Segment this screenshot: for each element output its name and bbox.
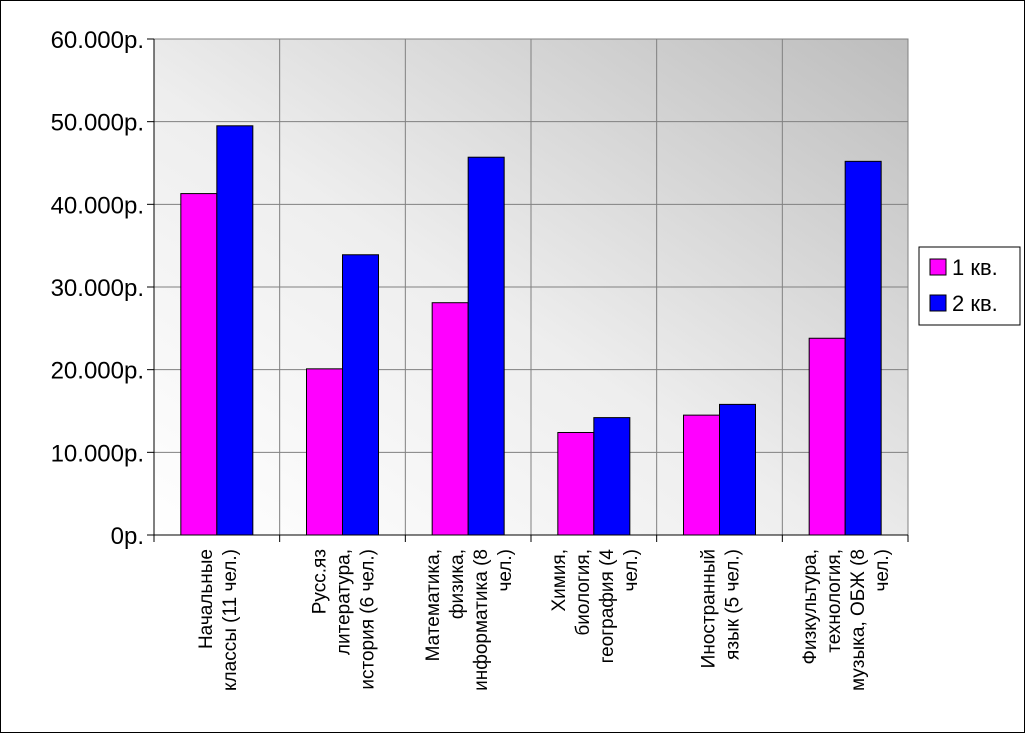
category-label-line: технология,: [824, 549, 845, 653]
legend-label: 2 кв.: [952, 291, 998, 316]
bar-series-1: [180, 193, 218, 536]
bar-series-2: [216, 125, 254, 536]
y-tick-label: 20.000р.: [51, 358, 144, 385]
category-label-line: Математика,: [423, 549, 444, 661]
category-label: Химия, биология, география (4 чел.): [549, 549, 642, 664]
bar-series-2: [719, 403, 756, 536]
bar-series-2: [593, 417, 631, 536]
category-label-line: Начальные: [196, 549, 217, 649]
category-label-line: история (6 чел.): [358, 549, 379, 690]
category-label: Начальные классы (11 чел.): [196, 549, 241, 691]
bars: [180, 125, 882, 536]
bar-series-2: [342, 254, 379, 536]
category-label-line: чел.): [621, 549, 642, 592]
gridlines: [154, 38, 908, 535]
category-label-line: информатика (8: [471, 549, 492, 691]
bar-series-1: [557, 431, 595, 536]
bar-series-2: [467, 156, 505, 536]
category-label-line: музыка, ОБЖ (8: [848, 549, 869, 691]
legend-swatch: [929, 258, 947, 276]
category-label-line: язык (5 чел.): [723, 549, 744, 660]
bar-series-1: [808, 337, 846, 536]
y-tick-label: 50.000р.: [51, 110, 144, 137]
category-label-line: чел.): [495, 549, 516, 592]
category-label-line: география (4: [597, 549, 618, 664]
category-label-line: Русс.яз: [310, 549, 331, 614]
category-label-line: Химия,: [549, 549, 570, 612]
category-label-line: Физкультура,: [800, 549, 821, 665]
y-tick-label: 10.000р.: [51, 440, 144, 467]
y-tick-label: 0р.: [111, 523, 144, 550]
axes: [147, 38, 909, 542]
bar-series-1: [683, 414, 720, 536]
y-tick-label: 30.000р.: [51, 275, 144, 302]
category-label-line: физика,: [447, 549, 468, 619]
category-label-line: чел.): [872, 549, 893, 592]
category-label-line: классы (11 чел.): [220, 549, 241, 691]
bar-series-1: [306, 368, 343, 536]
category-label: Математика, физика, информатика (8 чел.): [423, 549, 516, 691]
y-tick-labels: 0р. 10.000р. 20.000р. 30.000р. 40.000р. 50.00…: [51, 27, 144, 550]
legend-swatch: [929, 294, 947, 312]
category-label: Иностранный язык (5 чел.): [699, 549, 744, 668]
legend: 1 кв. 2 кв.: [918, 246, 1021, 326]
category-label-line: Иностранный: [699, 549, 720, 668]
category-label-line: литература,: [334, 549, 355, 655]
x-category-labels: Начальные классы (11 чел.) Русс.яз литерату…: [196, 549, 893, 691]
bar-series-1: [431, 302, 469, 536]
y-tick-label: 40.000р.: [51, 192, 144, 219]
legend-label: 1 кв.: [952, 255, 998, 280]
category-label: Русс.яз литература, история (6 чел.): [310, 549, 379, 690]
y-tick-label: 60.000р.: [51, 27, 144, 54]
category-label-line: биология,: [573, 549, 594, 636]
category-label: Физкультура, технология, музыка, ОБЖ (8 чел…: [800, 549, 893, 691]
bar-series-2: [844, 160, 882, 536]
